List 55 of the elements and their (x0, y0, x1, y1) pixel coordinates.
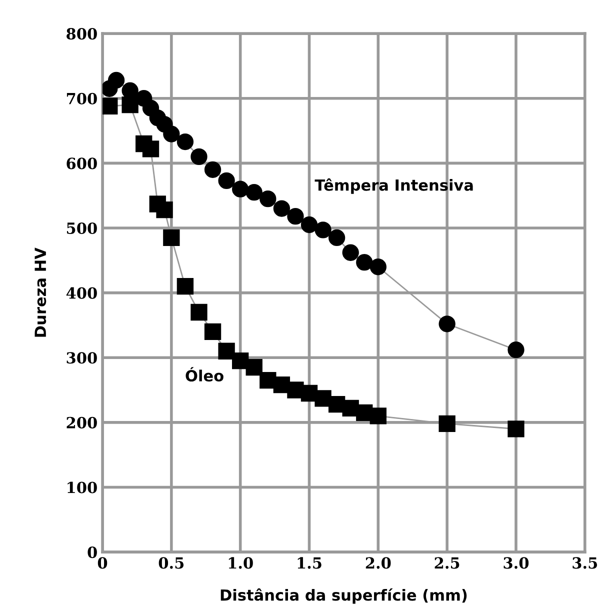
point (163, 126, 180, 142)
point (142, 140, 160, 158)
x-tick-label: 1.5 (298, 557, 322, 569)
y-tick-label: 0 (88, 546, 97, 558)
point (370, 258, 386, 276)
y-tick-label: 200 (66, 416, 97, 428)
series-label: Óleo (186, 367, 224, 382)
y-axis-title: Dureza HV (34, 248, 46, 337)
y-tick-label: 300 (66, 352, 97, 364)
x-tick-label: 0.5 (158, 557, 184, 569)
point (218, 342, 235, 360)
point (176, 133, 194, 150)
point (190, 148, 208, 166)
x-tick-label: 2.5 (434, 557, 460, 569)
x-tick-label: 1.0 (228, 557, 253, 569)
point (232, 180, 249, 198)
point (176, 278, 194, 295)
point (314, 390, 332, 407)
point (163, 229, 180, 246)
point (204, 161, 222, 178)
point (287, 208, 304, 225)
x-tick-label: 2.0 (366, 557, 391, 569)
point (218, 172, 235, 190)
point (246, 184, 262, 201)
x-tick-label: 3.0 (504, 557, 529, 569)
point (102, 98, 118, 114)
point (190, 304, 208, 321)
point (273, 200, 290, 217)
x-tick-label: 3.5 (572, 557, 598, 569)
point (122, 96, 138, 114)
point (314, 222, 332, 238)
point (156, 202, 173, 218)
point (370, 408, 386, 424)
point (260, 190, 276, 208)
y-tick-label: 700 (66, 92, 97, 104)
y-tick-label: 500 (67, 222, 97, 234)
y-tick-label: 600 (66, 158, 97, 170)
point (438, 316, 456, 332)
point (300, 216, 318, 234)
point (328, 229, 346, 246)
point (342, 244, 359, 261)
point (438, 415, 456, 432)
point (356, 254, 373, 271)
y-tick-label: 800 (66, 28, 97, 40)
y-tick-label: 400 (66, 287, 97, 299)
point (232, 352, 249, 370)
point (204, 323, 222, 340)
x-tick-label: 0 (98, 557, 108, 569)
point (508, 420, 524, 438)
point (508, 342, 524, 358)
point (246, 359, 262, 376)
point (108, 72, 125, 89)
y-tick-label: 100 (68, 482, 97, 494)
series-label: Têmpera Intensiva (314, 178, 473, 194)
x-axis-title: Distância da superfície (mm) (220, 588, 467, 604)
